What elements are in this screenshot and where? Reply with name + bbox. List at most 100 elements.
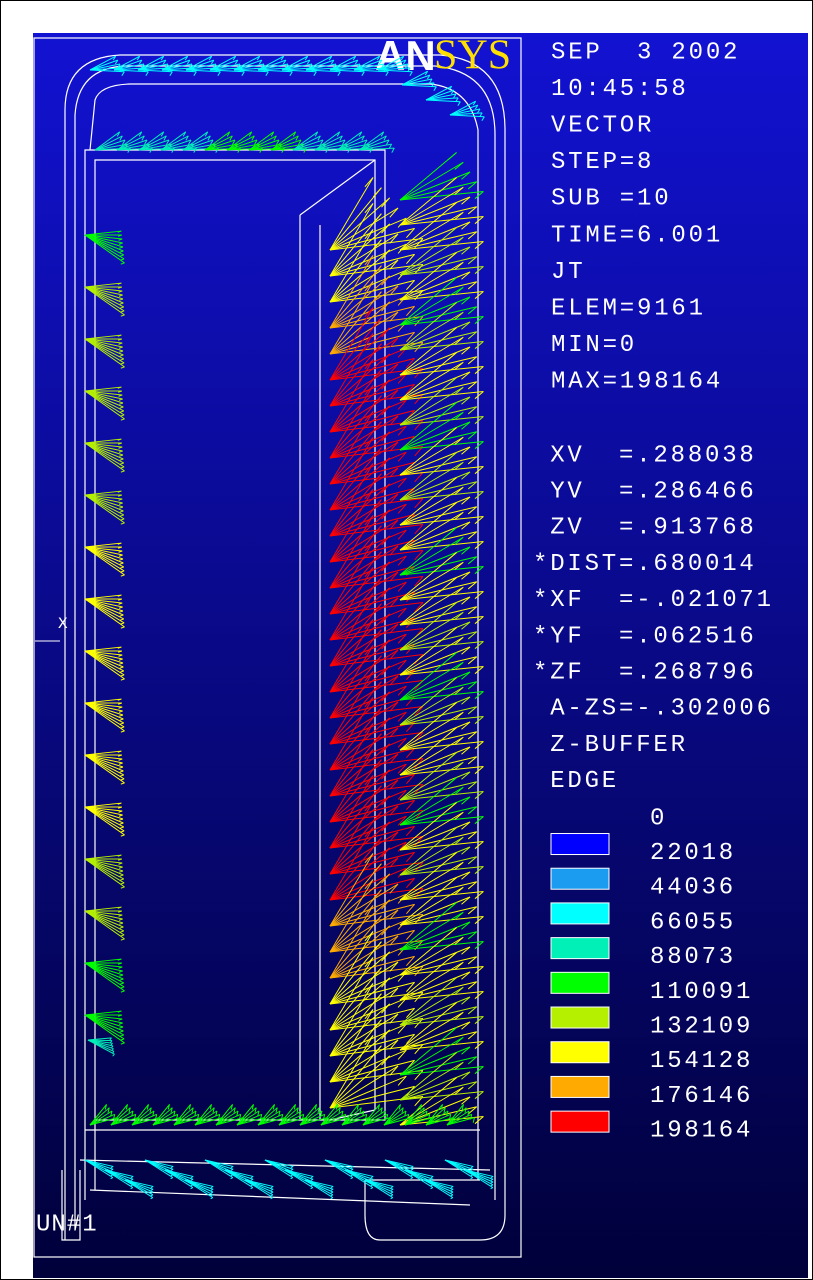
arrow bbox=[281, 55, 308, 71]
arrow-head bbox=[461, 796, 471, 805]
arrow bbox=[399, 952, 457, 1001]
arrow bbox=[329, 821, 391, 875]
arrow-head bbox=[372, 889, 382, 900]
arrow-head bbox=[474, 341, 484, 350]
arrow bbox=[399, 406, 477, 426]
arrow-head bbox=[118, 654, 123, 657]
arrow-fan bbox=[399, 527, 484, 576]
arrow-head bbox=[454, 1036, 464, 1045]
arrow-head bbox=[414, 524, 424, 535]
arrow bbox=[329, 571, 399, 615]
arrow-head bbox=[397, 763, 407, 774]
arrow-head bbox=[372, 681, 382, 692]
arrow-head bbox=[119, 666, 124, 669]
arrow-head bbox=[389, 415, 399, 426]
arrow-head bbox=[381, 873, 391, 884]
arrow-head bbox=[474, 691, 484, 700]
arrow-head bbox=[474, 616, 484, 625]
arrow-head bbox=[118, 814, 123, 817]
arrow bbox=[399, 446, 471, 476]
arrow-head bbox=[361, 135, 365, 141]
arrow bbox=[84, 490, 122, 496]
arrow-head bbox=[406, 826, 415, 836]
arrow bbox=[329, 421, 382, 485]
arrow-head bbox=[414, 992, 424, 1003]
arrow bbox=[399, 590, 484, 601]
arrow-head bbox=[270, 1185, 274, 1189]
arrow bbox=[84, 806, 125, 832]
arrow bbox=[399, 421, 471, 451]
arrow-head bbox=[256, 55, 261, 61]
arrow-head bbox=[167, 1104, 171, 1110]
arrow-head bbox=[117, 438, 122, 441]
arrow bbox=[329, 437, 374, 511]
arrow bbox=[329, 321, 407, 355]
arrow bbox=[84, 286, 124, 308]
arrow-head bbox=[119, 774, 124, 777]
arrow-head bbox=[118, 866, 123, 869]
arrow bbox=[399, 977, 457, 1026]
arrow-head bbox=[189, 63, 193, 69]
arrow-head bbox=[467, 581, 478, 590]
arrow bbox=[329, 655, 382, 719]
arrow-head bbox=[119, 506, 124, 509]
arrow bbox=[399, 981, 477, 1001]
arrow-head bbox=[372, 1045, 382, 1056]
arrow bbox=[399, 602, 457, 651]
arrow bbox=[329, 259, 399, 303]
arrow bbox=[399, 465, 484, 476]
arrow bbox=[399, 752, 457, 801]
arrow bbox=[399, 431, 477, 451]
arrow-fan bbox=[84, 386, 125, 421]
arrow bbox=[215, 1104, 233, 1126]
arrow-head bbox=[118, 290, 123, 293]
arrow-head bbox=[120, 678, 125, 681]
arrow-head bbox=[119, 246, 124, 249]
arrow-head bbox=[342, 139, 346, 145]
arrow-fan bbox=[399, 202, 484, 251]
arrow-fan bbox=[399, 552, 484, 601]
arrow-head bbox=[474, 991, 484, 1000]
arrow bbox=[173, 1107, 194, 1126]
arrow-head bbox=[381, 301, 391, 312]
arrow-head bbox=[372, 577, 382, 588]
arrow bbox=[399, 586, 464, 626]
arrow-head bbox=[117, 286, 123, 289]
arrow-head bbox=[370, 1175, 374, 1179]
arrow-head bbox=[447, 677, 457, 686]
arrow-head bbox=[467, 231, 478, 240]
arrow-head bbox=[389, 311, 399, 322]
legend-swatch bbox=[550, 867, 610, 890]
arrow bbox=[399, 721, 471, 751]
arrow bbox=[329, 701, 399, 745]
arrow-head bbox=[160, 55, 165, 61]
arrow bbox=[399, 846, 471, 876]
arrow-head bbox=[372, 759, 382, 770]
arrow-head bbox=[119, 714, 124, 717]
arrow bbox=[329, 847, 391, 901]
arrow-fan bbox=[84, 334, 125, 369]
arrow bbox=[137, 59, 167, 71]
arrow bbox=[84, 494, 123, 500]
arrow-head bbox=[116, 131, 121, 137]
arrow-head bbox=[381, 847, 391, 858]
arrow-head bbox=[118, 1018, 123, 1021]
arrow-head bbox=[381, 665, 391, 676]
arrow bbox=[84, 338, 124, 356]
arrow bbox=[399, 571, 471, 601]
arrow-head bbox=[118, 446, 123, 449]
arrow bbox=[425, 1107, 446, 1126]
arrow-head bbox=[461, 196, 471, 205]
arrow-head bbox=[450, 89, 455, 95]
arrow bbox=[329, 177, 374, 251]
info-line: SUB =10 bbox=[551, 186, 671, 213]
arrow bbox=[84, 390, 124, 404]
arrow-head bbox=[120, 626, 125, 629]
arrow bbox=[399, 377, 457, 426]
arrow bbox=[329, 498, 423, 511]
arrow-fan bbox=[399, 677, 484, 726]
view-line: *ZF =.268796 bbox=[533, 660, 757, 687]
arrow bbox=[399, 727, 457, 776]
arrow bbox=[399, 1061, 464, 1101]
arrow bbox=[329, 217, 407, 251]
